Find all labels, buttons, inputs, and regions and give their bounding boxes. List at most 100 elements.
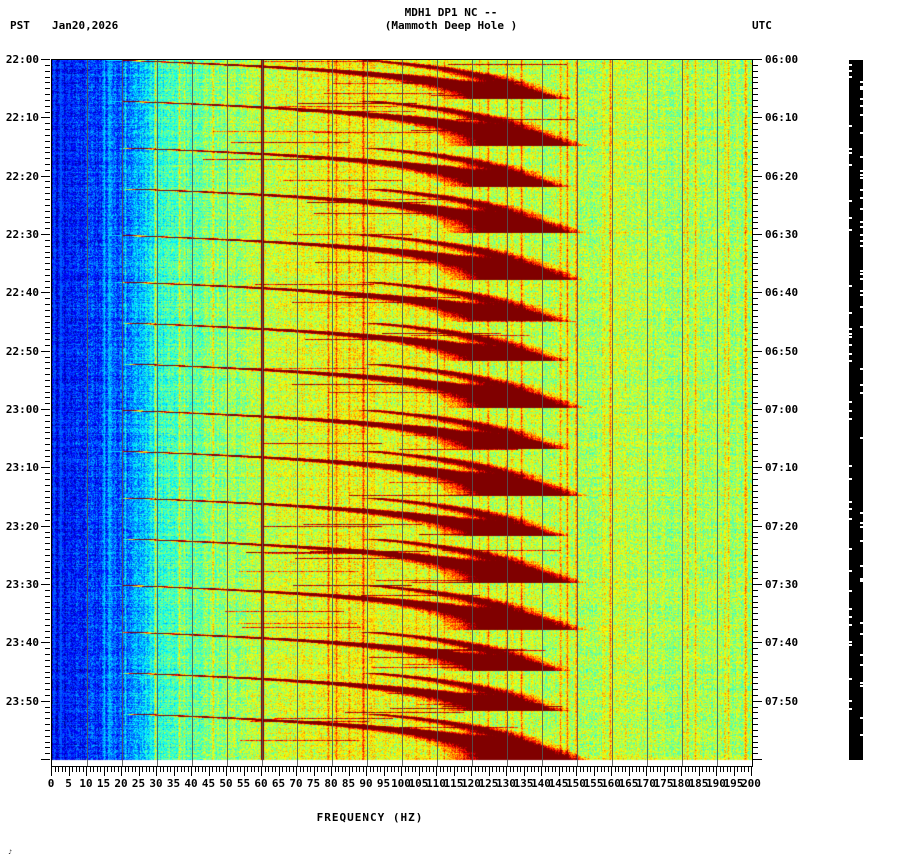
colorbar-notch	[849, 708, 852, 710]
time-label-right-0720: 07:20	[765, 520, 799, 533]
freq-tick-157	[601, 767, 602, 772]
time-tick-right	[753, 421, 758, 422]
time-tick-right	[753, 187, 758, 188]
time-tick-left	[45, 625, 50, 626]
freq-tick-127	[496, 767, 497, 772]
colorbar-notch	[849, 333, 852, 335]
time-tick-right	[753, 415, 758, 416]
colorbar-notch	[860, 654, 863, 656]
freq-tick-147	[566, 767, 567, 772]
time-tick-right	[753, 707, 758, 708]
time-tick-left	[45, 572, 50, 573]
time-tick-left	[45, 479, 50, 480]
time-tick-right	[753, 736, 758, 737]
freq-tick-120	[471, 767, 472, 776]
time-label-left-2250: 22:50	[5, 345, 39, 358]
time-tick-right	[753, 123, 758, 124]
freq-tick-168	[639, 767, 640, 772]
time-tick-right	[753, 158, 758, 159]
freq-tick-46	[212, 767, 213, 772]
colorbar-notch	[860, 522, 863, 524]
time-tick-left	[45, 753, 50, 754]
freq-label-195: 195	[723, 777, 744, 790]
time-tick-right	[753, 555, 758, 556]
gridline-50hz	[227, 60, 228, 766]
time-tick-left	[45, 345, 50, 346]
freq-label-200: 200	[741, 777, 761, 790]
time-tick-right	[753, 100, 758, 101]
time-tick-left	[45, 695, 50, 696]
colorbar-notch	[849, 590, 852, 592]
gridline-120hz	[472, 60, 473, 766]
freq-tick-152	[583, 767, 584, 772]
time-tick-left	[41, 176, 50, 177]
time-tick-left	[45, 257, 50, 258]
time-label-right-0600: 06:00	[765, 53, 799, 66]
freq-tick-105	[419, 767, 420, 776]
colorbar-notch	[860, 622, 863, 624]
time-tick-right	[753, 275, 758, 276]
freq-tick-25	[139, 767, 140, 776]
freq-tick-196	[737, 767, 738, 772]
time-tick-left	[45, 508, 50, 509]
corner-artifact: ♪	[8, 848, 13, 856]
colorbar-notch	[860, 170, 863, 172]
colorbar-notch	[860, 290, 863, 292]
freq-label-55: 55	[236, 777, 251, 790]
time-tick-left	[45, 590, 50, 591]
time-tick-left	[45, 123, 50, 124]
time-tick-left	[45, 205, 50, 206]
freq-label-105: 105	[408, 777, 429, 790]
freq-tick-65	[279, 767, 280, 776]
time-tick-left	[45, 450, 50, 451]
colorbar-notch	[849, 548, 852, 550]
time-tick-right	[753, 386, 758, 387]
spectrogram-plot[interactable]	[51, 59, 753, 767]
time-tick-right	[753, 502, 758, 503]
time-tick-right	[753, 129, 758, 130]
freq-tick-145	[559, 767, 560, 776]
time-tick-left	[41, 526, 50, 527]
time-tick-right	[753, 403, 758, 404]
freq-tick-96	[387, 767, 388, 772]
freq-tick-199	[748, 767, 749, 772]
freq-tick-43	[202, 767, 203, 772]
freq-tick-71	[300, 767, 301, 772]
time-tick-right	[753, 246, 758, 247]
time-tick-left	[45, 397, 50, 398]
freq-tick-35	[174, 767, 175, 776]
time-tick-left	[41, 59, 50, 60]
colorbar-notch	[849, 353, 852, 355]
time-tick-left	[45, 415, 50, 416]
time-tick-right	[753, 514, 758, 515]
time-tick-right	[753, 666, 758, 667]
colorbar-notch	[849, 70, 852, 72]
freq-tick-124	[485, 767, 486, 772]
time-label-left-2220: 22:20	[5, 170, 39, 183]
time-tick-right	[753, 520, 758, 521]
time-tick-left	[45, 170, 50, 171]
freq-tick-22	[128, 767, 129, 772]
time-tick-left	[45, 637, 50, 638]
colorbar-notch	[860, 633, 863, 635]
freq-tick-45	[209, 767, 210, 776]
time-tick-left	[45, 263, 50, 264]
freq-tick-119	[468, 767, 469, 772]
freq-tick-19	[118, 767, 119, 772]
gridline-40hz	[192, 60, 193, 766]
colorbar-notch	[860, 685, 863, 687]
freq-tick-90	[366, 767, 367, 776]
time-tick-left	[41, 234, 50, 235]
time-tick-left	[45, 322, 50, 323]
freq-tick-82	[338, 767, 339, 772]
freq-tick-75	[314, 767, 315, 776]
freq-tick-20	[121, 767, 122, 776]
freq-tick-51	[230, 767, 231, 772]
freq-label-115: 115	[443, 777, 464, 790]
time-tick-right	[753, 561, 758, 562]
time-label-right-0640: 06:40	[765, 286, 799, 299]
gridline-80hz	[332, 60, 333, 766]
freq-tick-148	[569, 767, 570, 772]
colorbar-notch	[860, 177, 863, 179]
time-tick-left	[45, 152, 50, 153]
